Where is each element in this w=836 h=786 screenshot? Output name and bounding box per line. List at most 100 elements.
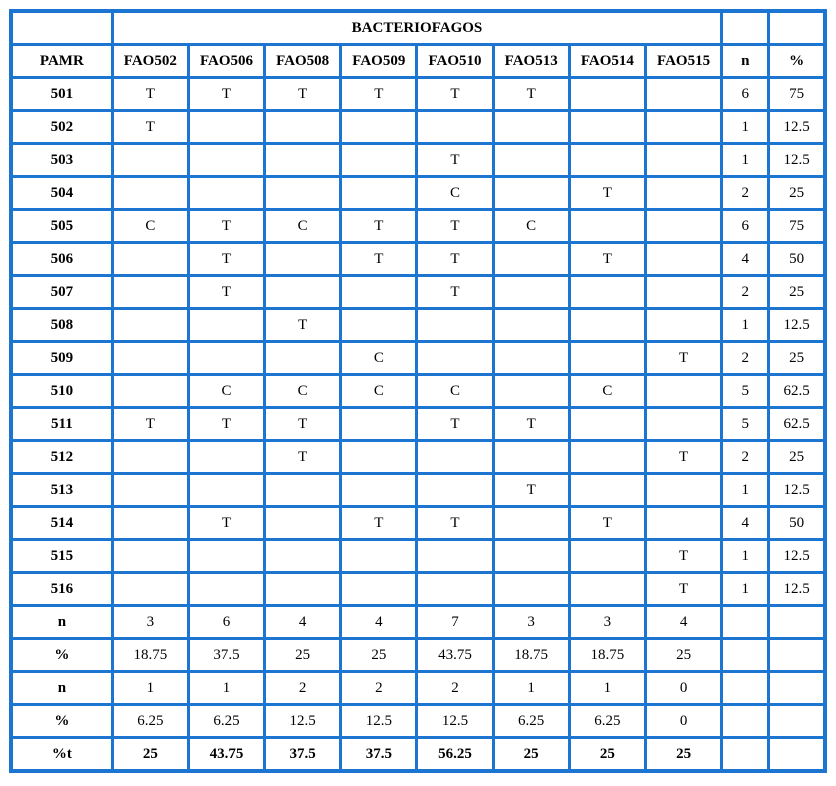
cell-505-FAO509: T: [339, 208, 419, 244]
summary-0-FAO506: 6: [186, 604, 267, 640]
summary-1-FAO509: 25: [339, 637, 419, 673]
cell-512-FAO508: T: [263, 439, 343, 475]
cell-508-FAO508: T: [263, 307, 343, 343]
cell-508-FAO502: [110, 307, 190, 343]
summary-3-FAO510: 12.5: [415, 703, 495, 739]
summary-2-FAO502: 1: [110, 670, 190, 706]
cell-512-FAO502: [110, 439, 190, 475]
cell-513-FAO506: [186, 472, 267, 508]
cell-504-n: 2: [720, 175, 771, 211]
cell-504-FAO509: [339, 175, 419, 211]
summary-2-FAO506: 1: [186, 670, 267, 706]
cell-515-FAO514: [567, 538, 647, 574]
cell-508-FAO515: [643, 307, 724, 343]
cell-513-FAO509: [339, 472, 419, 508]
cell-507-FAO514: [567, 274, 647, 310]
cell-508-FAO509: [339, 307, 419, 343]
cell-501-pct: 75: [767, 76, 827, 112]
cell-510-FAO502: [110, 373, 190, 409]
cell-507-FAO515: [643, 274, 724, 310]
cell-508-FAO506: [186, 307, 267, 343]
cell-501-FAO510: T: [415, 76, 495, 112]
cell-516-FAO502: [110, 571, 190, 607]
cell-512-FAO509: [339, 439, 419, 475]
cell-510-FAO515: [643, 373, 724, 409]
summary-1-FAO508: 25: [263, 637, 343, 673]
summary-1-FAO510: 43.75: [415, 637, 495, 673]
cell-502-FAO514: [567, 109, 647, 145]
column-header-FAO508: FAO508: [263, 43, 343, 79]
cell-503-pct: 12.5: [767, 142, 827, 178]
cell-510-pct: 62.5: [767, 373, 827, 409]
cell-503-FAO513: [491, 142, 571, 178]
cell-510-FAO513: [491, 373, 571, 409]
cell-506-FAO502: [110, 241, 190, 277]
cell-504-FAO513: [491, 175, 571, 211]
summary-3-pct-empty: [767, 703, 827, 739]
summary-2-n-empty: [720, 670, 771, 706]
row-label-507: 507: [9, 274, 114, 310]
cell-513-FAO515: [643, 472, 724, 508]
cell-511-FAO508: T: [263, 406, 343, 442]
summary-3-FAO502: 6.25: [110, 703, 190, 739]
bacteriophage-typing-table: BACTERIOFAGOS PAMR FAO502 FAO506 FAO508 FAO50…: [9, 9, 827, 773]
summary-2-FAO509: 2: [339, 670, 419, 706]
summary-4-FAO515: 25: [643, 736, 724, 773]
cell-510-FAO514: C: [567, 373, 647, 409]
data-row-511: 511 T T T T T 5 62.5: [9, 406, 827, 442]
data-row-516: 516 T 1 12.5: [9, 571, 827, 607]
row-label-508: 508: [9, 307, 114, 343]
data-row-501: 501 T T T T T T 6 75: [9, 76, 827, 112]
corner-empty-cell: [9, 9, 114, 46]
cell-502-n: 1: [720, 109, 771, 145]
cell-506-FAO506: T: [186, 241, 267, 277]
cell-507-pct: 25: [767, 274, 827, 310]
cell-507-FAO510: T: [415, 274, 495, 310]
cell-509-pct: 25: [767, 340, 827, 376]
row-label-505: 505: [9, 208, 114, 244]
cell-502-FAO513: [491, 109, 571, 145]
column-header-FAO506: FAO506: [186, 43, 267, 79]
cell-505-n: 6: [720, 208, 771, 244]
summary-3-FAO506: 6.25: [186, 703, 267, 739]
summary-3-FAO515: 0: [643, 703, 724, 739]
summary-0-FAO513: 3: [491, 604, 571, 640]
cell-514-n: 4: [720, 505, 771, 541]
n-header-empty-cell: [720, 9, 771, 46]
cell-509-FAO513: [491, 340, 571, 376]
cell-510-n: 5: [720, 373, 771, 409]
summary-4-FAO510: 56.25: [415, 736, 495, 773]
cell-509-FAO508: [263, 340, 343, 376]
summary-3-n-empty: [720, 703, 771, 739]
summary-1-FAO502: 18.75: [110, 637, 190, 673]
summary-1-pct-empty: [767, 637, 827, 673]
cell-513-pct: 12.5: [767, 472, 827, 508]
cell-512-n: 2: [720, 439, 771, 475]
cell-506-FAO509: T: [339, 241, 419, 277]
summary-0-pct-empty: [767, 604, 827, 640]
data-row-513: 513 T 1 12.5: [9, 472, 827, 508]
summary-0-FAO515: 4: [643, 604, 724, 640]
cell-503-FAO508: [263, 142, 343, 178]
row-label-511: 511: [9, 406, 114, 442]
cell-503-FAO509: [339, 142, 419, 178]
column-header-FAO510: FAO510: [415, 43, 495, 79]
summary-row-4-white: %t 25 43.75 37.5 37.5 56.25 25 25 25: [9, 736, 827, 773]
cell-505-FAO508: C: [263, 208, 343, 244]
cell-510-FAO508: C: [263, 373, 343, 409]
cell-512-FAO506: [186, 439, 267, 475]
cell-506-FAO513: [491, 241, 571, 277]
cell-514-FAO513: [491, 505, 571, 541]
summary-2-pct-empty: [767, 670, 827, 706]
cell-501-FAO514: [567, 76, 647, 112]
cell-502-FAO515: [643, 109, 724, 145]
column-header-%: %: [767, 43, 827, 79]
cell-515-FAO509: [339, 538, 419, 574]
row-label-504: 504: [9, 175, 114, 211]
cell-510-FAO506: C: [186, 373, 267, 409]
summary-3-FAO514: 6.25: [567, 703, 647, 739]
cell-501-FAO509: T: [339, 76, 419, 112]
cell-515-FAO502: [110, 538, 190, 574]
row-label-515: 515: [9, 538, 114, 574]
data-row-507: 507 T T 2 25: [9, 274, 827, 310]
